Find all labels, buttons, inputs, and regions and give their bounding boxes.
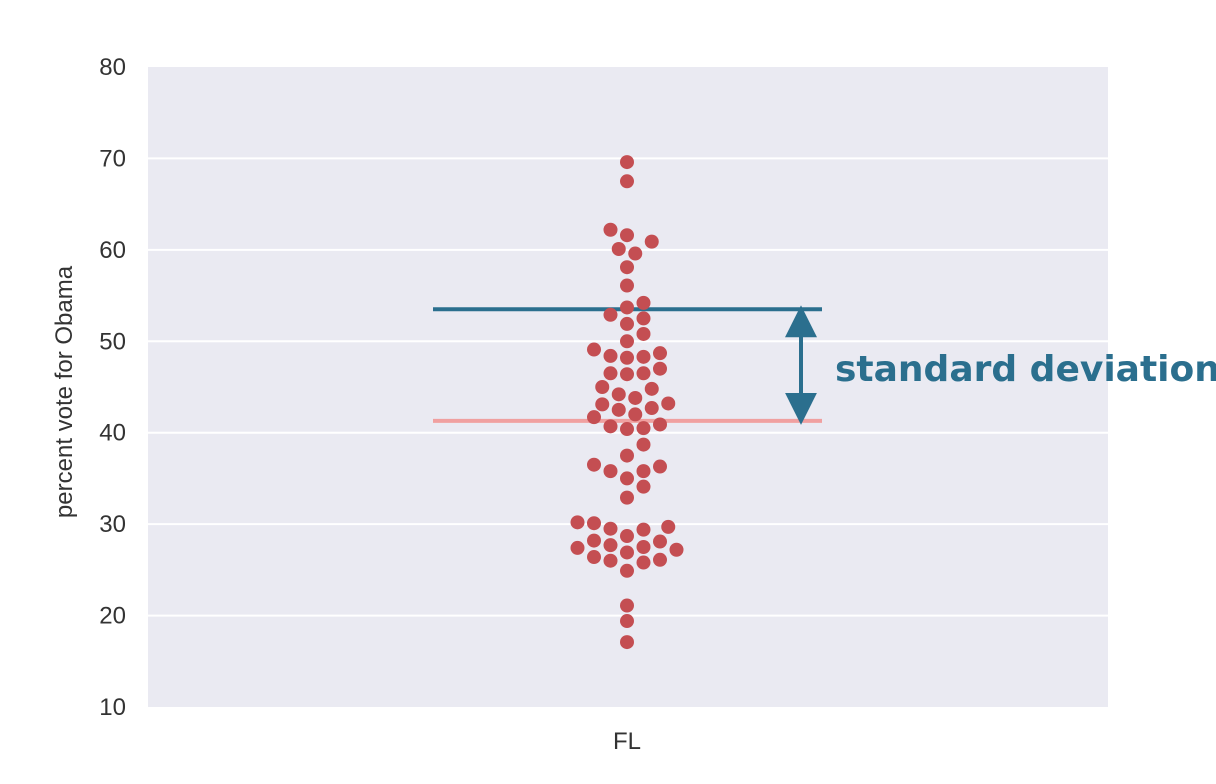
data-point — [611, 387, 626, 402]
data-point — [595, 380, 610, 394]
data-point — [620, 155, 634, 170]
data-point — [628, 390, 643, 405]
data-point — [603, 348, 618, 363]
data-point — [653, 552, 667, 567]
y-tick-label: 30 — [99, 511, 126, 538]
data-point — [620, 350, 634, 365]
data-point — [620, 448, 634, 463]
std-annotation-label: standard deviation — [835, 349, 1216, 390]
data-point — [653, 459, 667, 474]
data-point — [620, 635, 634, 650]
data-point — [603, 366, 618, 381]
data-point — [603, 521, 618, 536]
data-point — [628, 246, 643, 261]
data-point — [653, 346, 667, 361]
data-point — [587, 533, 601, 548]
data-point — [603, 222, 618, 237]
std-annotation: standard deviation — [785, 305, 1216, 425]
y-axis-ticks: 10 20 30 40 50 60 70 80 — [99, 54, 126, 721]
data-point — [603, 419, 618, 434]
x-tick-label: FL — [613, 728, 641, 755]
data-point — [661, 396, 676, 411]
data-point — [636, 479, 651, 494]
y-axis-label: percent vote for Obama — [51, 265, 78, 518]
data-point — [587, 516, 601, 531]
data-point — [644, 401, 659, 416]
x-axis-ticks: FL — [613, 728, 641, 755]
data-point — [620, 563, 634, 578]
data-point — [661, 519, 676, 534]
data-point — [620, 278, 634, 293]
y-tick-label: 60 — [99, 237, 126, 264]
data-point — [570, 540, 585, 555]
y-tick-label: 20 — [99, 603, 126, 630]
data-point — [603, 553, 618, 568]
data-point — [587, 410, 601, 425]
data-point — [620, 545, 634, 560]
data-point — [636, 540, 651, 554]
data-point — [620, 300, 634, 315]
data-point — [620, 367, 634, 382]
y-tick-label: 10 — [99, 694, 126, 721]
data-point — [620, 260, 634, 275]
data-point — [620, 529, 634, 544]
data-point — [653, 534, 667, 549]
data-point — [620, 471, 634, 486]
data-point — [636, 349, 651, 364]
data-point — [636, 366, 651, 381]
data-point — [636, 464, 651, 479]
data-point — [603, 464, 618, 479]
data-points — [570, 155, 684, 650]
data-point — [636, 437, 651, 452]
data-point — [611, 241, 626, 256]
data-point — [636, 522, 651, 537]
data-point — [636, 555, 651, 570]
data-point — [595, 397, 610, 412]
data-point — [620, 614, 634, 629]
data-point — [620, 174, 634, 189]
data-point — [570, 515, 585, 530]
data-point — [636, 421, 651, 436]
data-point — [611, 402, 626, 417]
y-tick-label: 40 — [99, 420, 126, 447]
data-point — [587, 342, 601, 357]
y-tick-label: 70 — [99, 145, 126, 172]
data-point — [620, 598, 634, 613]
y-tick-label: 80 — [99, 54, 126, 81]
data-point — [620, 316, 634, 331]
data-point — [644, 234, 659, 249]
data-point — [644, 381, 659, 396]
data-point — [620, 228, 634, 243]
data-point — [603, 307, 618, 322]
data-point — [603, 538, 618, 553]
data-point — [636, 326, 651, 341]
data-point — [628, 407, 643, 422]
data-point — [636, 295, 651, 310]
data-point — [620, 422, 634, 437]
data-point — [587, 457, 601, 472]
y-tick-label: 50 — [99, 328, 126, 355]
data-point — [653, 361, 667, 376]
data-point — [587, 550, 601, 565]
data-point — [636, 311, 651, 326]
data-point — [653, 417, 667, 432]
data-point — [669, 542, 684, 557]
data-point — [620, 490, 634, 505]
data-point — [620, 334, 634, 349]
